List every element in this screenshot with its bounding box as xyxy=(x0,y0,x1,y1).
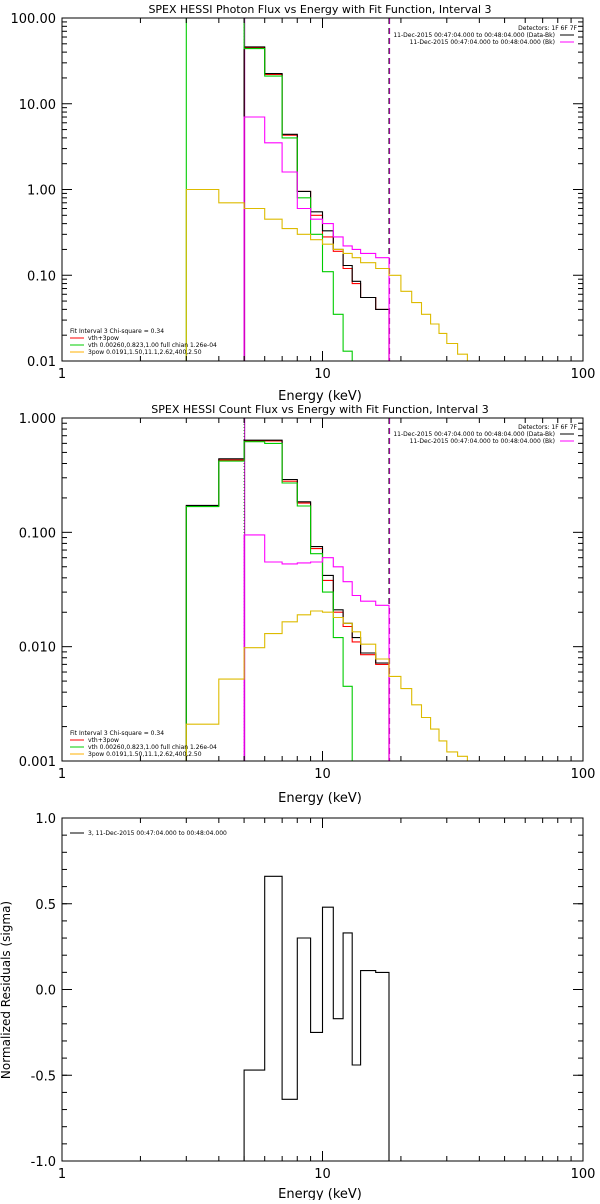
y-tick-label: 1.0 xyxy=(35,812,56,827)
x-tick-label: 1 xyxy=(58,767,66,782)
series-line xyxy=(243,47,390,361)
legend-left: 3, 11-Dec-2015 00:47:04.000 to 00:48:04.… xyxy=(70,830,227,837)
legend-header: Fit Interval 3 Chi-square = 0.34 xyxy=(70,328,164,335)
legend-entry-label: 3pow 0.0191,1.50,11.1,2.62,400,2.50 xyxy=(88,349,202,356)
x-tick-label: 1 xyxy=(58,1167,66,1182)
legend-entry-label: 11-Dec-2015 00:47:04.000 to 00:48:04.000… xyxy=(393,32,555,39)
plot-frame xyxy=(61,17,584,362)
legend-entry-label: vth 0.00260,0.823,1.00 full chian 1.26e-… xyxy=(88,342,217,349)
x-tick-label: 10 xyxy=(314,767,331,782)
chart-series xyxy=(185,439,480,762)
legend-left: Fit Interval 3 Chi-square = 0.34 vth+3po… xyxy=(70,730,217,758)
y-tick-label: -0.5 xyxy=(31,1069,56,1084)
count-flux-panel: SPEX HESSI Count Flux vs Energy with Fit… xyxy=(19,403,596,806)
series-line xyxy=(185,441,353,761)
y-tick-label: 10.00 xyxy=(19,98,56,113)
y-tick-label: 100.00 xyxy=(11,12,57,27)
legend-entry-label: 11-Dec-2015 00:47:04.000 to 00:48:04.000… xyxy=(410,438,555,445)
x-tick-label: 1 xyxy=(58,367,66,382)
x-axis-label: Energy (keV) xyxy=(278,791,362,806)
series-line xyxy=(185,439,390,761)
photon-flux-panel: SPEX HESSI Photon Flux vs Energy with Fi… xyxy=(11,3,596,404)
residuals-panel: Energy (keV) Normalized Residuals (sigma… xyxy=(0,812,596,1202)
series-line xyxy=(243,534,390,761)
series-line xyxy=(243,116,390,361)
plot-frame xyxy=(61,817,584,1162)
x-tick-label: 100 xyxy=(571,367,596,382)
chart-ticks: 1 10 100 0.01 0.10 1.00 10.00 100.00 xyxy=(11,12,596,382)
legend-header: Fit Interval 3 Chi-square = 0.34 xyxy=(70,730,164,737)
chart-title: SPEX HESSI Count Flux vs Energy with Fit… xyxy=(151,403,488,416)
chart-title: SPEX HESSI Photon Flux vs Energy with Fi… xyxy=(148,3,491,16)
x-axis-label: Energy (keV) xyxy=(278,1187,362,1200)
y-tick-label: 0.01 xyxy=(27,355,56,370)
y-tick-label: 1.000 xyxy=(19,412,56,427)
chart-series xyxy=(243,875,390,1161)
x-tick-label: 100 xyxy=(571,1167,596,1182)
chart-ticks: 1 10 100 -1.0 -0.5 0.0 0.5 1.0 xyxy=(31,812,596,1182)
series-line xyxy=(185,610,480,762)
y-tick-label: 0.010 xyxy=(19,641,56,656)
series-line xyxy=(243,46,390,361)
legend-entry-label: vth+3pow xyxy=(88,335,119,342)
series-line xyxy=(243,875,390,1161)
chart-ticks: 1 10 100 0.001 0.010 0.100 1.000 xyxy=(19,412,596,782)
legend-entry-label: 3, 11-Dec-2015 00:47:04.000 to 00:48:04.… xyxy=(88,830,227,837)
x-axis-label: Energy (keV) xyxy=(278,389,362,404)
x-tick-label: 10 xyxy=(314,1167,331,1182)
chart-vlines xyxy=(243,18,391,361)
chart-series xyxy=(185,17,468,361)
legend-header: Detectors: 1F 6F 7F xyxy=(518,25,577,32)
legend-left: Fit Interval 3 Chi-square = 0.34 vth+3po… xyxy=(70,328,217,356)
y-tick-label: -1.0 xyxy=(31,1155,56,1170)
y-tick-label: 0.10 xyxy=(27,269,56,284)
x-tick-label: 10 xyxy=(314,367,331,382)
y-tick-label: 0.100 xyxy=(19,526,56,541)
chart-vlines xyxy=(243,418,391,761)
legend-right: Detectors: 1F 6F 7F 11-Dec-2015 00:47:04… xyxy=(393,25,577,46)
y-tick-label: 0.0 xyxy=(35,984,56,999)
series-line xyxy=(185,440,390,761)
legend-entry-label: 3pow 0.0191,1.50,11.1,2.62,400,2.50 xyxy=(88,751,202,758)
plot-frame xyxy=(61,417,584,762)
legend-right: Detectors: 1F 6F 7F 11-Dec-2015 00:47:04… xyxy=(393,424,577,445)
y-tick-label: 0.001 xyxy=(19,755,56,770)
legend-header: Detectors: 1F 6F 7F xyxy=(518,424,577,431)
y-tick-label: 0.5 xyxy=(35,898,56,913)
legend-entry-label: 11-Dec-2015 00:47:04.000 to 00:48:04.000… xyxy=(393,431,555,438)
series-line xyxy=(185,188,468,361)
y-axis-label: Normalized Residuals (sigma) xyxy=(0,901,13,1079)
x-tick-label: 100 xyxy=(571,767,596,782)
legend-entry-label: vth+3pow xyxy=(88,737,119,744)
y-tick-label: 1.00 xyxy=(27,184,56,199)
legend-entry-label: vth 0.00260,0.823,1.00 full chian 1.26e-… xyxy=(88,744,217,751)
legend-entry-label: 11-Dec-2015 00:47:04.000 to 00:48:04.000… xyxy=(410,39,555,46)
